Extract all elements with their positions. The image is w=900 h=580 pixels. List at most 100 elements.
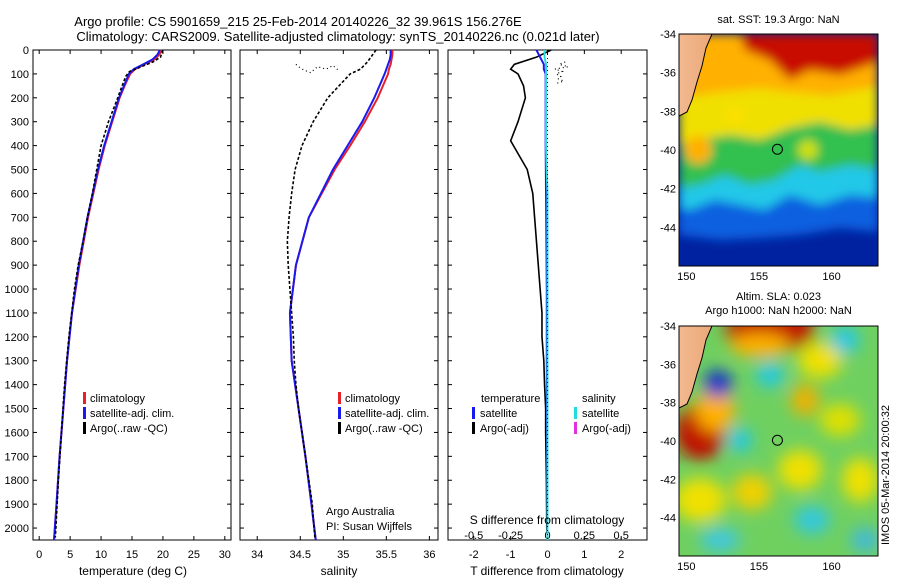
- map-x-tick-label: 155: [750, 271, 768, 283]
- depth-tick-label: 1000: [5, 284, 29, 296]
- depth-tick-label: 1700: [5, 451, 29, 463]
- x-tick-label: 36: [423, 549, 435, 561]
- plot-subtitle: Climatology: CARS2009. Satellite-adjuste…: [76, 29, 600, 44]
- map-x-tick-label: 150: [677, 271, 695, 283]
- salinity-panel: [239, 49, 439, 541]
- sla-map-title-line1: Altim. SLA: 0.023: [736, 291, 821, 303]
- depth-tick-label: 1300: [5, 356, 29, 368]
- legend-label: climatology: [90, 393, 146, 405]
- legend-swatch-s-satellite: [574, 407, 577, 419]
- sst-map-title: sat. SST: 19.3 Argo: NaN: [717, 14, 840, 26]
- sla-map-title-line2: Argo h1000: NaN h2000: NaN: [705, 305, 852, 317]
- map-y-tick-label: -38: [660, 106, 676, 118]
- x-tick-label: 35: [337, 549, 349, 561]
- x-tick-label: 10: [95, 549, 107, 561]
- legend-label: satellite: [480, 408, 517, 420]
- map-y-tick-label: -34: [660, 321, 676, 333]
- x-tick-label: 25: [188, 549, 200, 561]
- legend-swatch-satellite: [83, 407, 86, 419]
- map-y-tick-label: -44: [660, 513, 676, 525]
- legend-swatch-argo: [83, 422, 86, 434]
- map-y-tick-label: -44: [660, 222, 676, 234]
- depth-tick-label: 0: [23, 45, 29, 57]
- x-tick-label: 15: [126, 549, 138, 561]
- map-x-tick-label: 160: [822, 561, 840, 573]
- depth-tick-label: 100: [11, 69, 29, 81]
- map-y-tick-label: -42: [660, 184, 676, 196]
- map-x-tick-label: 150: [677, 561, 695, 573]
- x-tick-label: 5: [67, 549, 73, 561]
- x-tick-label: -2: [469, 549, 479, 561]
- depth-tick-label: 300: [11, 117, 29, 129]
- series-argo-raw-qc-: [54, 49, 164, 538]
- map-y-tick-label: -38: [660, 398, 676, 410]
- x-tick-label: 35.5: [376, 549, 397, 561]
- sla-float-marker: [771, 434, 783, 446]
- s-diff-tick-label: 0.25: [574, 530, 595, 542]
- series-climatology: [53, 49, 163, 541]
- depth-tick-label: 900: [11, 260, 29, 272]
- depth-tick-label: 800: [11, 236, 29, 248]
- map-y-tick-label: -36: [660, 359, 676, 371]
- x-tick-label: 0: [544, 549, 550, 561]
- legend-title-salinity: salinity: [582, 393, 616, 405]
- depth-tick-label: 400: [11, 141, 29, 153]
- salinity-annotation-line2: PI: Susan Wijffels: [326, 521, 412, 533]
- temperature-xlabel: temperature (deg C): [79, 564, 187, 578]
- map-y-tick-label: -40: [660, 145, 676, 157]
- sst-float-marker: [771, 143, 783, 155]
- series-satellite-adj-clim-: [53, 49, 161, 541]
- x-tick-label: 34: [251, 549, 263, 561]
- sst-map: [679, 34, 878, 266]
- x-tick-label: 34.5: [290, 549, 311, 561]
- difference-legend: temperature salinity satellite Argo(-adj…: [472, 393, 631, 435]
- legend-swatch-satellite: [338, 407, 341, 419]
- x-tick-label: 1: [581, 549, 587, 561]
- series-t-argo-clim: [509, 49, 552, 538]
- depth-tick-label: 500: [11, 165, 29, 177]
- map-x-tick-label: 155: [750, 561, 768, 573]
- imos-stamp: IMOS 05-Mar-2014 20:00:32: [880, 404, 892, 545]
- x-tick-label: 20: [157, 549, 169, 561]
- salinity-legend: climatology satellite-adj. clim. Argo(..…: [338, 392, 429, 435]
- legend-swatch-climatology: [338, 392, 341, 404]
- series-argo-raw-qc-: [286, 49, 377, 538]
- series-s-satellite-clim: [543, 50, 549, 540]
- legend-title-temperature: temperature: [481, 393, 540, 405]
- depth-tick-label: 1500: [5, 404, 29, 416]
- legend-label: climatology: [345, 393, 401, 405]
- series-s-argo-clim: [554, 61, 569, 85]
- x-tick-label: 0: [36, 549, 42, 561]
- sst-map-frame: [678, 33, 879, 267]
- map-y-tick-label: -42: [660, 474, 676, 486]
- legend-label: satellite-adj. clim.: [90, 408, 174, 420]
- map-y-tick-label: -36: [660, 68, 676, 80]
- depth-tick-label: 600: [11, 188, 29, 200]
- depth-tick-label: 200: [11, 93, 29, 105]
- depth-tick-label: 1100: [5, 308, 29, 320]
- series-satellite-adj-clim-: [288, 50, 392, 541]
- x-tick-label: 30: [219, 549, 231, 561]
- depth-tick-label: 1900: [5, 499, 29, 511]
- legend-swatch-s-argo: [574, 422, 577, 434]
- legend-label: Argo(..raw -QC): [90, 423, 168, 435]
- legend-swatch-t-satellite: [472, 407, 475, 419]
- legend-label: satellite: [582, 408, 619, 420]
- depth-tick-label: 1800: [5, 475, 29, 487]
- legend-label: Argo(-adj): [480, 423, 529, 435]
- salinity-annotation-line1: Argo Australia: [326, 506, 395, 518]
- series-climatology: [288, 50, 394, 541]
- depth-tick-label: 700: [11, 212, 29, 224]
- s-diff-xlabel: S difference from climatology: [470, 513, 625, 527]
- s-diff-tick-label: 0.5: [614, 530, 629, 542]
- sla-map-frame: [678, 325, 879, 557]
- legend-label: Argo(-adj): [582, 423, 631, 435]
- s-diff-tick-label: -0.5: [464, 530, 483, 542]
- legend-swatch-argo: [338, 422, 341, 434]
- map-y-tick-label: -34: [660, 29, 676, 41]
- legend-swatch-t-argo: [472, 422, 475, 434]
- depth-tick-label: 1600: [5, 427, 29, 439]
- series-argo-near-surface-points: [295, 63, 341, 74]
- temperature-legend: climatology satellite-adj. clim. Argo(..…: [83, 392, 174, 435]
